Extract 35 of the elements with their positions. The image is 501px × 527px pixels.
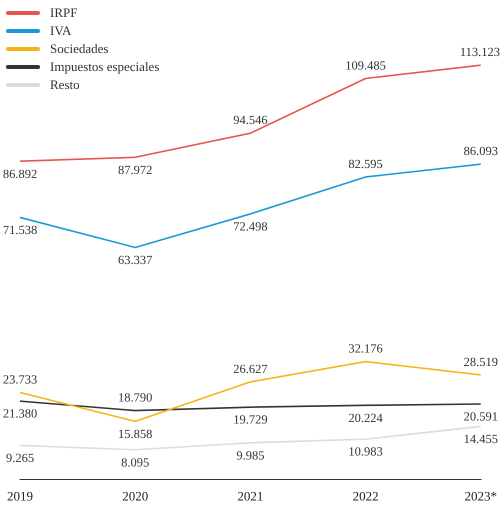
data-label: 32.176 xyxy=(348,342,383,356)
data-label: 10.983 xyxy=(348,444,383,459)
x-tick-label: 2021 xyxy=(237,488,264,504)
data-label: 9.985 xyxy=(236,448,264,462)
data-label: 26.627 xyxy=(233,362,268,376)
data-label: 71.538 xyxy=(2,222,38,237)
x-tick-label: 2019 xyxy=(7,488,33,504)
data-label: 72.498 xyxy=(233,219,268,234)
data-label: 20.591 xyxy=(464,410,498,424)
legend-label: IVA xyxy=(50,22,72,40)
data-label: 23.733 xyxy=(2,372,38,387)
data-label: 19.729 xyxy=(233,412,268,427)
data-label: 15.858 xyxy=(118,426,152,441)
data-label: 8.095 xyxy=(121,455,150,470)
legend-label: Sociedades xyxy=(50,40,108,58)
data-label: 9.265 xyxy=(6,451,34,466)
data-label: 63.337 xyxy=(118,253,152,268)
data-label: 94.546 xyxy=(233,113,268,128)
data-label: 20.224 xyxy=(348,410,384,425)
legend-label: IRPF xyxy=(50,4,78,22)
data-label: 109.485 xyxy=(345,58,386,73)
data-label: 86.892 xyxy=(2,166,38,181)
x-tick-label: 2023* xyxy=(464,488,497,504)
data-label: 28.519 xyxy=(464,355,498,370)
data-label: 86.093 xyxy=(464,144,498,158)
data-label: 18.790 xyxy=(118,390,152,405)
legend-label: Resto xyxy=(50,76,80,94)
data-label: 87.972 xyxy=(118,162,152,177)
data-label: 82.595 xyxy=(348,156,383,171)
data-label: 21.380 xyxy=(2,406,38,421)
data-label: 113.123 xyxy=(460,45,500,60)
legend-label: Impuestos especiales xyxy=(50,58,160,76)
x-tick-label: 2020 xyxy=(122,488,148,504)
x-tick-label: 2022 xyxy=(352,488,379,504)
data-label: 14.455 xyxy=(464,432,498,446)
